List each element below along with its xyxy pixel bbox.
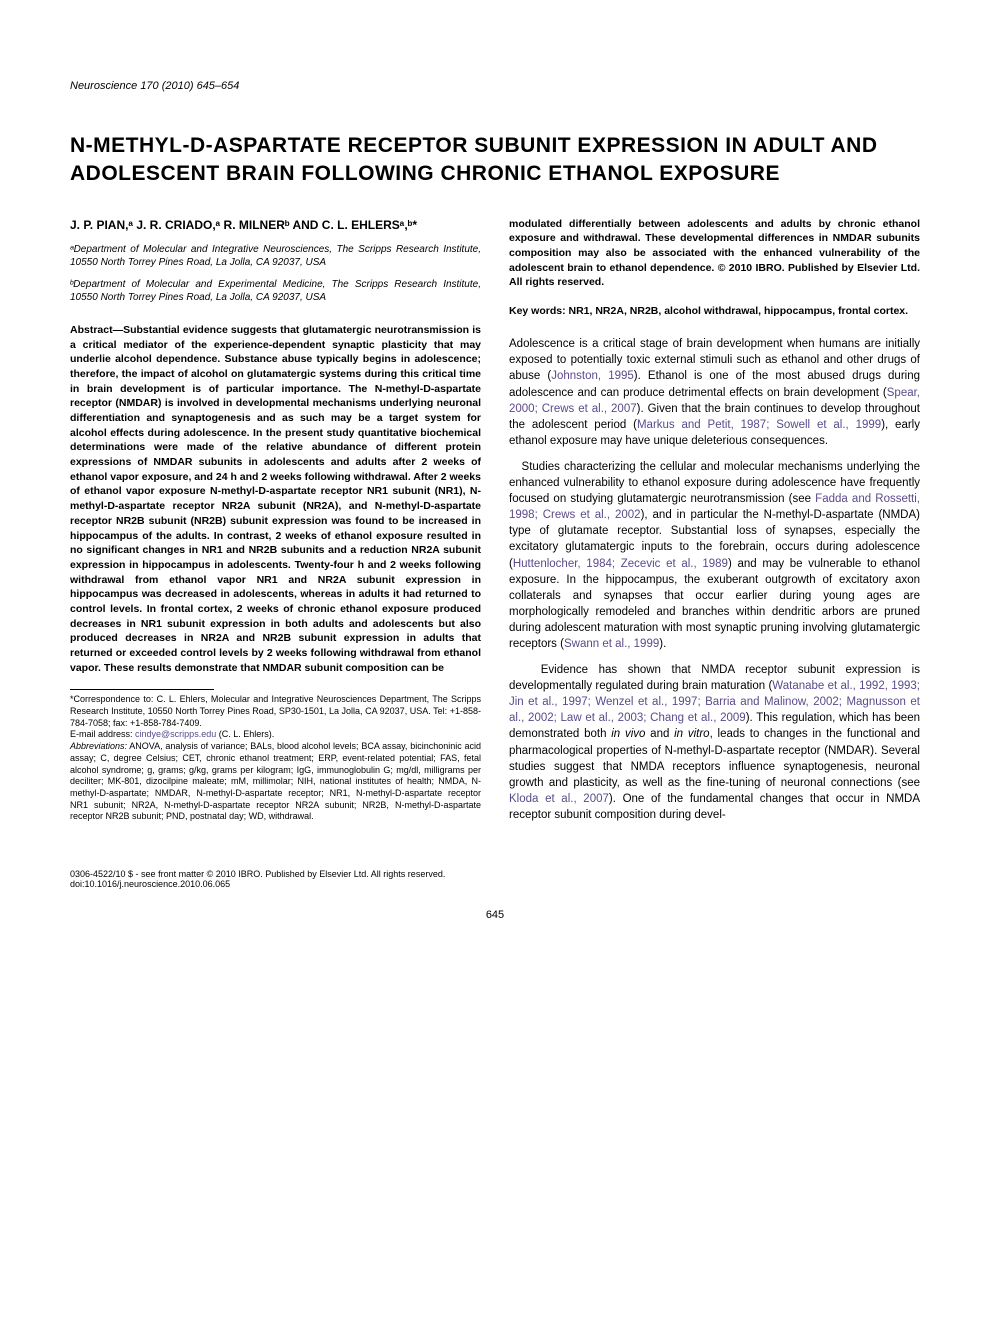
para2-text-c: ) and may be vulnerable to ethanol expos… [509, 558, 920, 650]
citation-link[interactable]: Huttenlocher, 1984; Zecevic et al., 1989 [513, 558, 728, 570]
citation-link[interactable]: Kloda et al., 2007 [509, 793, 609, 805]
abbrev-label: Abbreviations: [70, 741, 127, 751]
body-paragraph-1: Adolescence is a critical stage of brain… [509, 336, 920, 449]
italic-term: in vivo [611, 728, 645, 740]
body-paragraph-3: Evidence has shown that NMDA receptor su… [509, 662, 920, 823]
footnotes-block: *Correspondence to: C. L. Ehlers, Molecu… [70, 694, 481, 823]
keywords: Key words: NR1, NR2A, NR2B, alcohol with… [509, 304, 920, 318]
page: Neuroscience 170 (2010) 645–654 N-METHYL… [0, 0, 990, 971]
correspondence-note: *Correspondence to: C. L. Ehlers, Molecu… [70, 694, 481, 727]
left-column: J. P. PIAN,ᵃ J. R. CRIADO,ᵃ R. MILNERᵇ A… [70, 217, 481, 833]
abbrev-list: ANOVA, analysis of variance; BALs, blood… [70, 741, 481, 821]
citation-link[interactable]: Johnston, 1995 [551, 370, 634, 382]
affiliation-a: ᵃDepartment of Molecular and Integrative… [70, 243, 481, 270]
footnote-divider [70, 689, 214, 690]
copyright-line: 0306-4522/10 $ - see front matter © 2010… [70, 863, 920, 889]
body-paragraph-2: Studies characterizing the cellular and … [509, 459, 920, 652]
email-tail: (C. L. Ehlers). [216, 729, 274, 739]
email-label: E-mail address: [70, 729, 135, 739]
page-number: 645 [70, 909, 920, 921]
citation-link[interactable]: Markus and Petit, 1987; Sowell et al., 1… [637, 419, 881, 431]
journal-header: Neuroscience 170 (2010) 645–654 [70, 80, 920, 92]
two-column-layout: J. P. PIAN,ᵃ J. R. CRIADO,ᵃ R. MILNERᵇ A… [70, 217, 920, 833]
email-link[interactable]: cindye@scripps.edu [135, 729, 216, 739]
author-list: J. P. PIAN,ᵃ J. R. CRIADO,ᵃ R. MILNERᵇ A… [70, 217, 481, 233]
doi-text: doi:10.1016/j.neuroscience.2010.06.065 [70, 879, 230, 889]
citation-link[interactable]: Swann et al., 1999 [564, 638, 659, 650]
para3-text-c: and [645, 728, 674, 740]
abstract-continuation: modulated differentially between adolesc… [509, 217, 920, 290]
para2-text-d: ). [659, 638, 666, 650]
article-title: N-METHYL-D-ASPARTATE RECEPTOR SUBUNIT EX… [70, 132, 920, 189]
copyright-text: 0306-4522/10 $ - see front matter © 2010… [70, 869, 445, 879]
right-column: modulated differentially between adolesc… [509, 217, 920, 833]
affiliation-b: ᵇDepartment of Molecular and Experimenta… [70, 278, 481, 305]
abstract-text: Abstract—Substantial evidence suggests t… [70, 323, 481, 676]
italic-term: in vitro [674, 728, 709, 740]
